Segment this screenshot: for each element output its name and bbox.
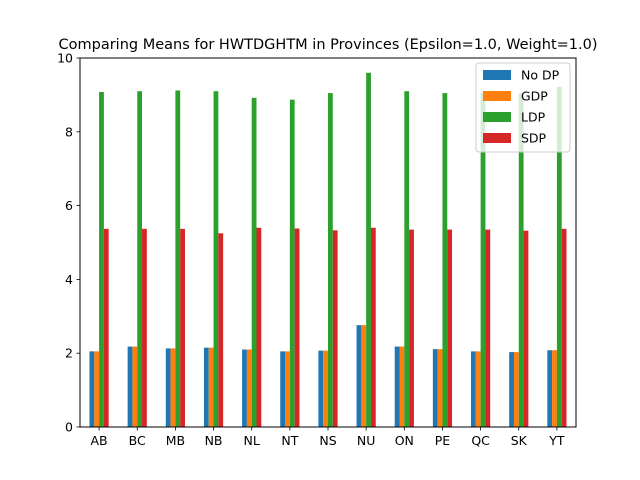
bar-sdp-yt <box>561 228 567 427</box>
bar-sdp-qc <box>485 229 491 427</box>
bars-group <box>89 72 567 428</box>
x-tick-label: NU <box>357 433 376 448</box>
chart-title: Comparing Means for HWTDGHTM in Province… <box>59 37 598 53</box>
bar-no-dp-ab <box>89 351 95 427</box>
y-axis: 0 2 4 6 8 10 <box>57 51 80 435</box>
bar-gdp-bc <box>132 346 138 427</box>
legend-label: LDP <box>521 110 546 125</box>
bar-ldp-nb <box>213 91 219 428</box>
bar-no-dp-ns <box>318 350 324 427</box>
bar-no-dp-nb <box>203 347 209 427</box>
y-tick-label: 6 <box>65 198 73 213</box>
x-tick-label: YT <box>548 433 565 448</box>
bar-ldp-bc <box>137 91 143 428</box>
bar-sdp-pe <box>447 229 453 427</box>
bar-gdp-sk <box>513 352 519 427</box>
bar-sdp-ab <box>103 228 109 427</box>
x-tick-label: NS <box>319 433 336 448</box>
bar-sdp-nu <box>370 227 376 427</box>
x-tick-label: NB <box>205 433 223 448</box>
bar-gdp-nu <box>361 325 367 427</box>
legend-swatch-ldp <box>483 112 511 122</box>
bar-sdp-ns <box>332 230 338 427</box>
bar-gdp-pe <box>437 349 443 427</box>
y-tick-label: 0 <box>65 420 73 435</box>
y-tick-label: 4 <box>65 272 73 287</box>
bar-ldp-nu <box>366 72 371 427</box>
bar-no-dp-on <box>394 346 400 427</box>
bar-no-dp-nl <box>242 349 247 427</box>
bar-no-dp-bc <box>127 346 133 427</box>
legend: No DP GDP LDP SDP <box>475 62 571 153</box>
bar-no-dp-sk <box>509 352 514 427</box>
legend-label: No DP <box>521 68 560 83</box>
bar-no-dp-nt <box>280 351 286 427</box>
bar-gdp-on <box>399 346 405 427</box>
bar-gdp-nt <box>285 351 290 427</box>
bar-ldp-nt <box>289 99 295 427</box>
bar-no-dp-mb <box>165 348 171 427</box>
bar-no-dp-qc <box>471 351 476 427</box>
bar-ldp-on <box>404 91 410 428</box>
legend-label: SDP <box>521 131 547 146</box>
legend-label: GDP <box>521 89 548 104</box>
y-tick-label: 10 <box>57 51 73 66</box>
x-axis: AB BC MB NB NL NT NS NU ON PE QC SK YT <box>91 427 565 448</box>
bar-ldp-sk <box>518 93 524 427</box>
bar-gdp-nb <box>208 347 214 427</box>
x-tick-label: AB <box>91 433 108 448</box>
bar-gdp-ns <box>323 350 328 427</box>
bar-sdp-bc <box>142 228 147 427</box>
bar-sdp-nl <box>256 227 262 427</box>
bar-ldp-mb <box>175 90 181 427</box>
x-tick-label: ON <box>395 433 414 448</box>
bar-gdp-yt <box>552 350 557 427</box>
x-tick-label: NT <box>281 433 298 448</box>
legend-swatch-sdp <box>483 133 511 143</box>
bar-ldp-ab <box>99 91 104 427</box>
bar-sdp-mb <box>180 228 185 427</box>
bar-gdp-qc <box>475 351 481 427</box>
legend-box <box>475 62 571 153</box>
bar-sdp-nb <box>218 233 224 427</box>
x-tick-label: MB <box>166 433 185 448</box>
x-tick-label: SK <box>511 433 528 448</box>
bar-sdp-nt <box>294 228 300 427</box>
bar-no-dp-nu <box>356 325 362 427</box>
legend-swatch-no-dp <box>483 70 511 80</box>
bar-sdp-on <box>409 229 414 427</box>
bar-gdp-mb <box>170 348 176 427</box>
x-tick-label: QC <box>471 433 490 448</box>
plot-frame <box>79 57 577 428</box>
legend-swatch-gdp <box>483 91 511 101</box>
y-tick-label: 2 <box>65 346 73 361</box>
y-tick-label: 8 <box>65 124 73 139</box>
bar-sdp-sk <box>523 230 529 427</box>
bar-ldp-ns <box>328 93 333 427</box>
bar-ldp-pe <box>442 93 448 427</box>
x-tick-label: NL <box>244 433 260 448</box>
x-tick-label: BC <box>129 433 146 448</box>
bar-gdp-nl <box>246 349 252 427</box>
bar-ldp-qc <box>480 93 486 427</box>
bar-no-dp-pe <box>432 349 438 427</box>
bar-ldp-yt <box>556 86 562 427</box>
bar-no-dp-yt <box>547 350 553 427</box>
bar-ldp-nl <box>251 97 257 427</box>
bar-gdp-ab <box>94 351 100 427</box>
x-tick-label: PE <box>435 433 451 448</box>
